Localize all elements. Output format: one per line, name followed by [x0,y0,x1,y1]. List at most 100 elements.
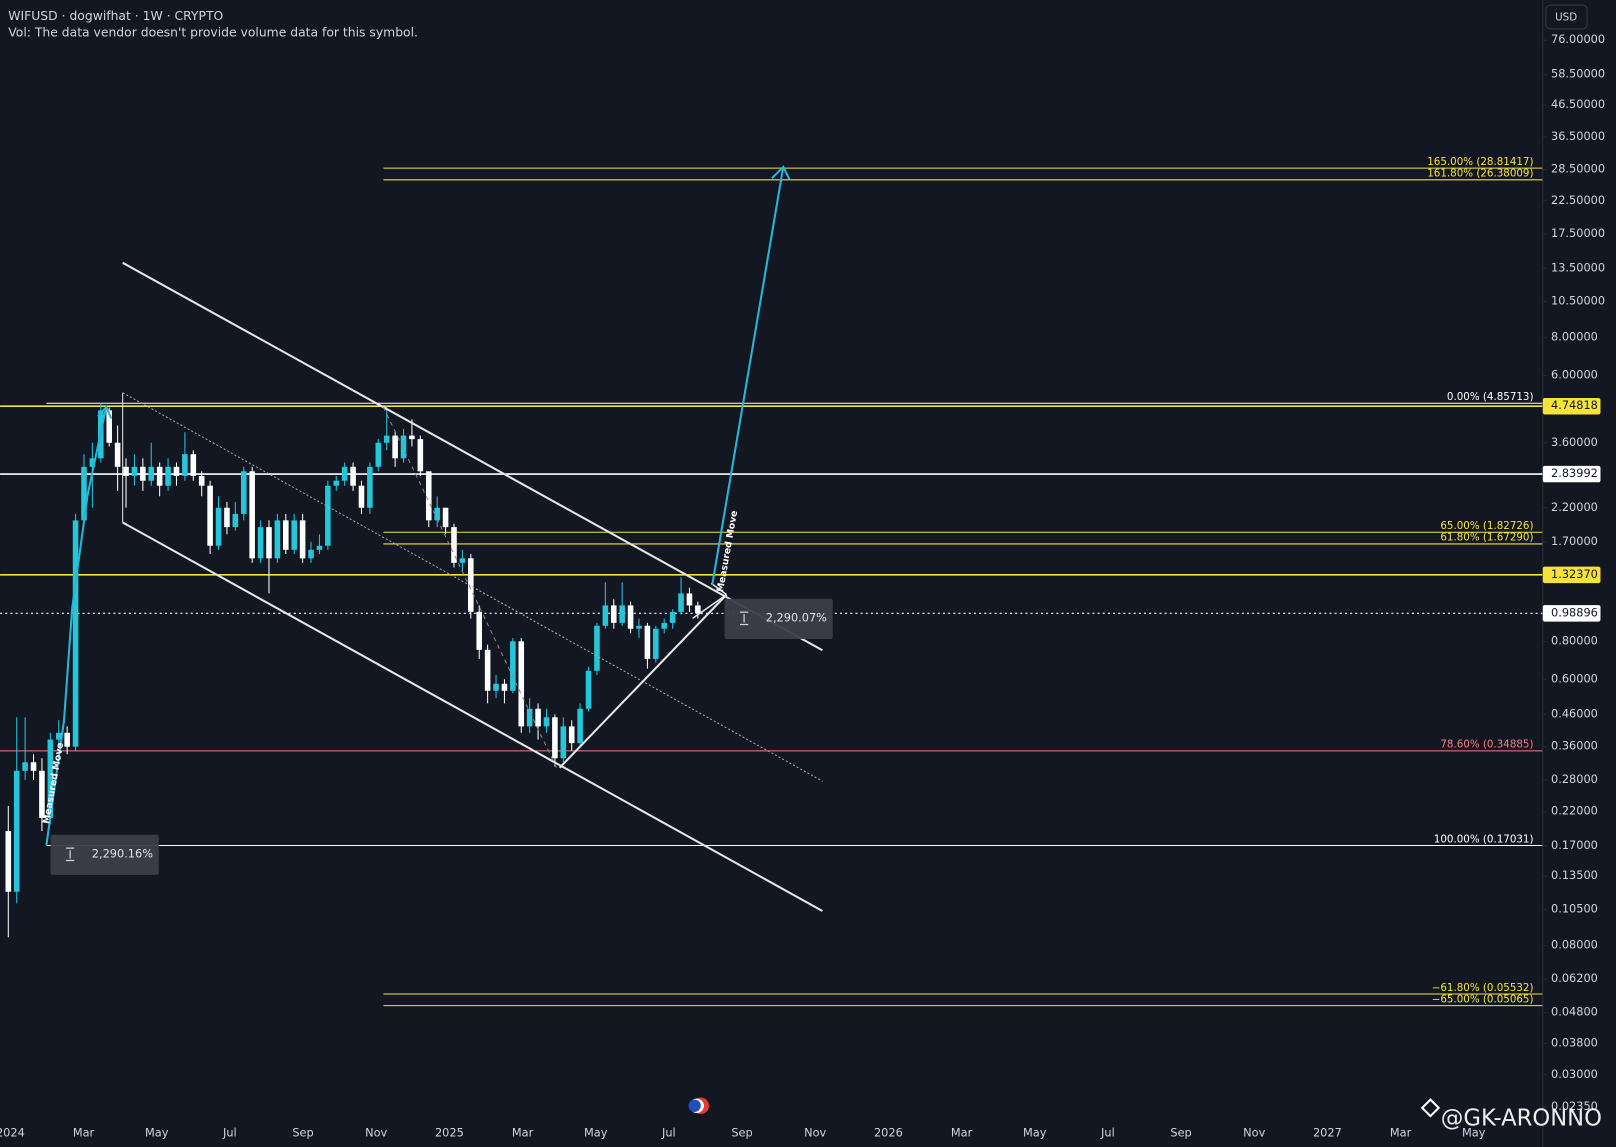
candle-body [568,726,575,744]
candle-body [81,466,87,521]
candle-body [22,762,28,771]
arrow-head [97,405,113,419]
currency[interactable]: USD [1555,12,1577,24]
plot-area: 165.00% (28.81417)161.80% (26.38009) 0.00… [0,156,1543,1007]
y-tick-label: 8.00000 [1551,329,1598,343]
y-tick-label: 10.50000 [1551,293,1605,307]
candle-body [442,507,449,528]
candle-body [5,831,12,892]
candle-body [367,466,373,508]
y-tick-label: 0.03800 [1551,1036,1598,1050]
y-tick-label: 76.00000 [1551,32,1605,46]
measured-move-arrow [45,406,108,846]
candle-body [341,466,348,481]
candle-body [358,485,365,508]
x-tick-label: May [584,1126,608,1140]
candle-body [510,641,516,691]
fib-label: 78.60% (0.34885) [1440,739,1533,751]
candle-body [695,605,701,614]
x-tick-label: May [1023,1126,1047,1140]
candle-body [594,625,600,671]
candle-body [123,466,129,476]
candle-body [13,770,20,892]
candle-body [518,641,525,727]
candle-body [240,471,247,514]
y-tick-label: 0.22000 [1551,804,1598,818]
y-tick-label: 2.20000 [1551,500,1598,514]
candle-body [308,549,314,559]
candle-body [64,732,70,747]
x-tick-label: Jul [661,1126,676,1140]
fib-label: 65.00% (1.82726) [1440,520,1533,532]
y-tick-label: 1.70000 [1551,534,1598,548]
flag-icon [688,1097,710,1115]
x-tick-label: 2026 [874,1126,903,1140]
y-tick-label: 0.10500 [1551,901,1598,915]
candle-body [274,520,281,559]
candle-body [383,435,390,443]
candle-body [182,454,188,476]
candle-body [585,670,592,709]
x-tick-label: Mar [73,1126,95,1140]
candle-body [207,485,213,546]
fib-label: 165.00% (28.81417) [1427,156,1533,168]
x-tick-label: Sep [1170,1126,1191,1140]
watermark-logo [1420,1098,1441,1118]
fib-label: −61.80% (0.05532) [1432,982,1534,994]
candle-body [173,466,180,476]
candle-body [249,471,255,559]
fib-label: −65.00% (0.05065) [1432,993,1534,1005]
measure-label: 2,290.16% [92,846,153,860]
price-marker [1542,465,1601,483]
candle-body [257,527,264,559]
y-tick-label: 0.28000 [1551,772,1598,786]
candle-body [55,732,62,740]
y-tick-label: 58.50000 [1551,67,1605,81]
candle-body [493,683,499,691]
candle-body [148,466,155,481]
measure-box [50,834,159,875]
price-marker [1542,605,1601,622]
fib-label: 100.00% (0.17031) [1434,833,1534,845]
measure-icon [739,611,749,626]
price-marker [1542,397,1601,415]
y-tick-label: 6.00000 [1551,367,1598,381]
price-marker-label: 4.74818 [1551,398,1598,412]
candle-body [535,708,541,727]
y-tick-label: 0.13500 [1551,868,1598,882]
price-marker-label: 1.32370 [1551,567,1598,581]
candle-body [114,442,121,467]
candle-body [266,527,272,559]
x-tick-label: May [145,1126,169,1140]
y-tick-label: 22.50000 [1551,193,1605,207]
wedge-line [710,582,728,596]
currency-box[interactable] [1545,4,1588,30]
candle-body [409,435,415,440]
measure-label: 2,290.07% [766,610,827,624]
axis-labels: 2024 Mar May Jul Sep Nov 2025 Mar May Jul Sep Nov 20… [0,32,1605,1139]
candle-body [644,625,651,659]
wedge-line [558,593,728,769]
x-tick-label: Mar [512,1126,534,1140]
x-tick-label: Jul [222,1126,237,1140]
price-marker-label: 2.83992 [1551,466,1598,480]
symbol-title: WIFUSD · dogwifhat · 1W · CRYPTO [8,9,223,23]
candle-body [459,558,466,563]
candle-body [392,435,398,459]
candle-body [325,485,331,546]
x-tick-label: 2025 [435,1126,464,1140]
candle-body [577,708,583,744]
candle-body [552,717,558,759]
watermark: @GK-ARONNO [1441,1106,1602,1132]
y-tick-label: 0.06200 [1551,971,1598,985]
y-tick-label: 46.50000 [1551,97,1605,111]
candle-body [476,611,482,650]
y-tick-label: 13.50000 [1551,260,1605,274]
candle-body [526,708,533,727]
x-tick-label: Mar [1390,1126,1412,1140]
candle-body [543,717,550,727]
arrow-head [771,165,791,180]
candle-body [468,558,474,612]
candle-body [39,770,45,818]
y-tick-label: 28.50000 [1551,162,1605,176]
